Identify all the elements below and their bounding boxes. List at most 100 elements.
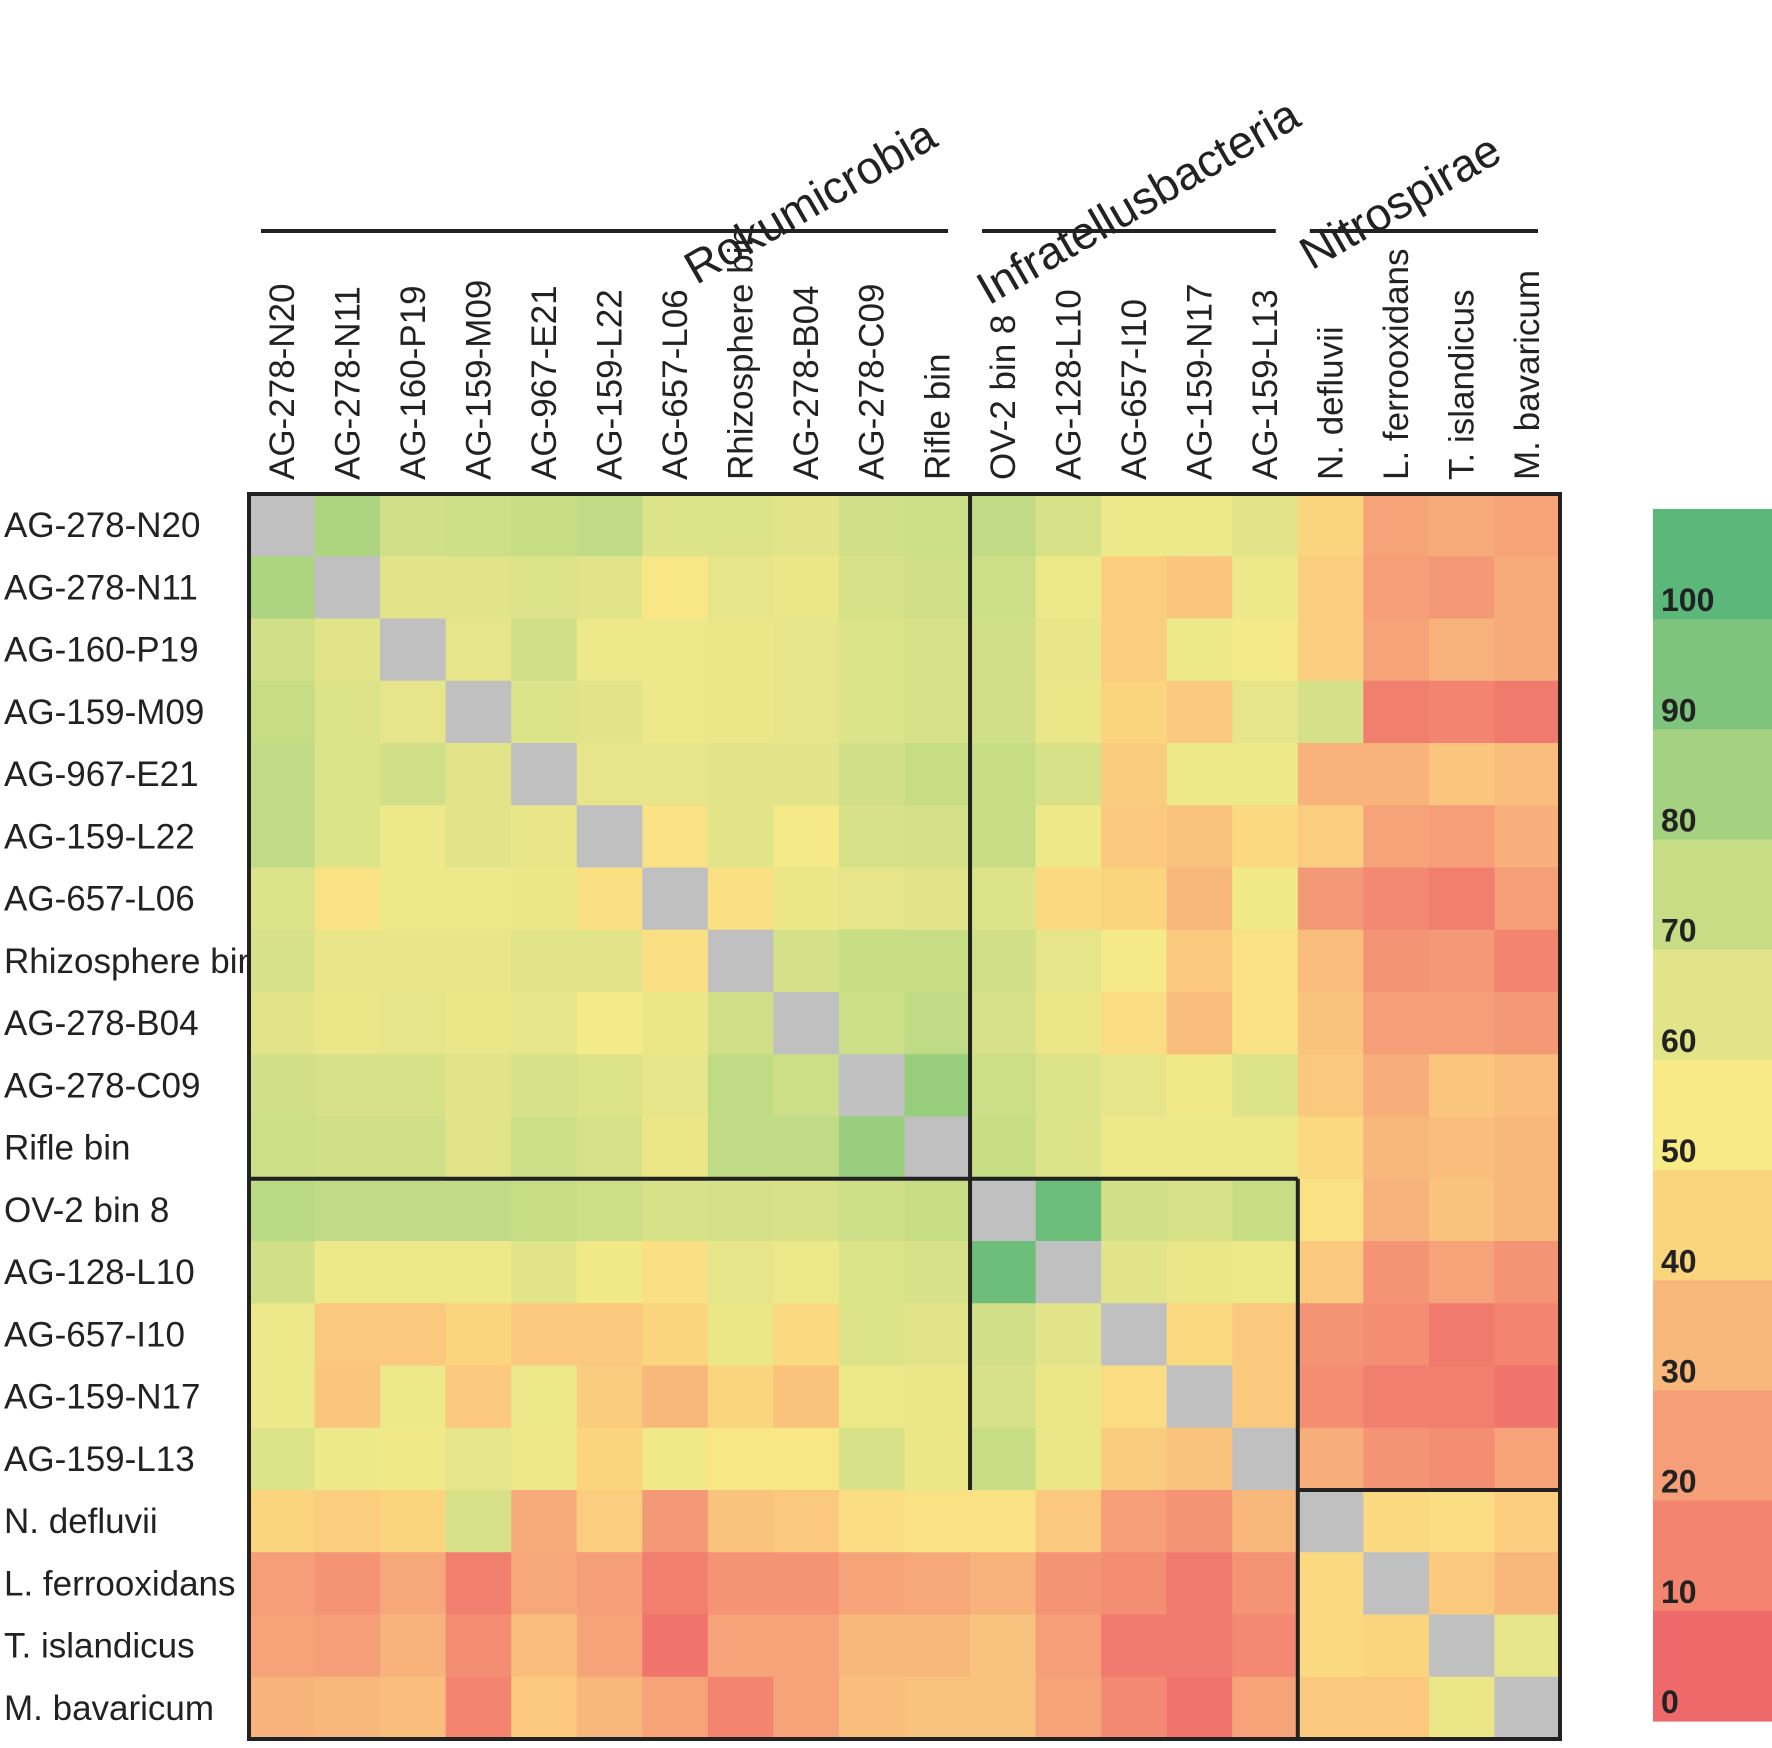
- heatmap-cell: AG-159-M09 / AG-278-N20: 70: [249, 680, 316, 744]
- heatmap-cell: Rifle bin / AG-278-N20: 68: [249, 1116, 316, 1180]
- heatmap-cell: Rifle bin / OV-2 bin 8: 70: [970, 1116, 1037, 1180]
- heatmap-cell: AG-278-N20 / AG-657-I10: 55: [1101, 494, 1168, 557]
- heatmap-cell: Rifle bin / AG-159-L22: 64: [576, 1116, 643, 1180]
- heatmap-cell: AG-278-B04 / AG-278-C09: 68: [838, 992, 906, 1055]
- column-labels: AG-278-N20 AG-278-N11 AG-160-P19 AG-159-M09…: [263, 227, 1547, 480]
- heatmap-cell: AG-159-N17 / AG-128-L10: 56: [1035, 1365, 1102, 1429]
- heatmap-cell: L. ferrooxidans / AG-159-N17: 6: [1166, 1552, 1233, 1616]
- heatmap-cell: AG-657-I10 / Rifle bin: 60: [904, 1303, 971, 1367]
- heatmap-cell: AG-159-L13 / T. islandicus: 14: [1428, 1427, 1496, 1491]
- diagonal-cell: AG-967-E21 / AG-967-E21: [511, 743, 578, 806]
- heatmap-cell: M. bavaricum / AG-159-M09: 10: [445, 1676, 512, 1740]
- heatmap-cell: AG-159-N17 / OV-2 bin 8: 64: [970, 1365, 1037, 1429]
- heatmap-cell: OV-2 bin 8 / AG-159-L22: 68: [576, 1178, 643, 1242]
- heatmap-cell: AG-159-L22 / AG-657-I10: 36: [1101, 805, 1168, 869]
- heatmap-cell: AG-159-M09 / L. ferrooxidans: 8: [1363, 680, 1430, 744]
- heatmap-cell: AG-657-L06 / AG-159-N17: 30: [1166, 867, 1233, 931]
- heatmap-cell: T. islandicus / AG-657-I10: 6: [1101, 1614, 1168, 1678]
- heatmap-cell: AG-967-E21 / N. defluvii: 28: [1297, 743, 1364, 806]
- heatmap-cell: T. islandicus / AG-159-L13: 12: [1232, 1614, 1299, 1678]
- heatmap-cell: Rifle bin / AG-967-E21: 68: [511, 1116, 578, 1180]
- heatmap-cell: AG-278-N20 / AG-967-E21: 70: [511, 494, 578, 557]
- heatmap-cell: OV-2 bin 8 / AG-657-L06: 64: [642, 1178, 709, 1242]
- colorbar-band: [1653, 1059, 1772, 1171]
- heatmap-cell: AG-159-M09 / M. bavaricum: 6: [1494, 680, 1561, 744]
- heatmap-cell: OV-2 bin 8 / Rifle bin: 70: [904, 1178, 971, 1242]
- heatmap-cell: AG-159-M09 / AG-278-C09: 62: [838, 680, 906, 744]
- heatmap-cell: AG-278-B04 / AG-160-P19: 58: [380, 992, 447, 1055]
- heatmap-cell: AG-159-L13 / OV-2 bin 8: 70: [970, 1427, 1037, 1491]
- colorbar-tick-label: 10: [1661, 1574, 1697, 1610]
- heatmap-cell: AG-160-P19 / M. bavaricum: 25: [1494, 618, 1561, 682]
- heatmap-cell: AG-159-L13 / AG-967-E21: 54: [511, 1427, 578, 1491]
- heatmap-cell: L. ferrooxidans / AG-278-B04: 16: [773, 1552, 840, 1616]
- heatmap-cell: AG-128-L10 / AG-278-C09: 62: [838, 1241, 906, 1304]
- heatmap-cell: Rhizosphere bin / AG-657-L06: 45: [642, 929, 709, 993]
- heatmap-cell: L. ferrooxidans / AG-278-N20: 20: [249, 1552, 316, 1616]
- heatmap-cell: Rifle bin / T. islandicus: 32: [1428, 1116, 1496, 1180]
- heatmap-cell: AG-160-P19 / AG-278-N20: 66: [249, 618, 316, 682]
- heatmap-cell: AG-128-L10 / Rhizosphere bin: 58: [707, 1241, 774, 1304]
- diagonal-cell: AG-159-M09 / AG-159-M09: [445, 680, 512, 744]
- heatmap-cell: AG-967-E21 / AG-278-N20: 72: [249, 743, 316, 806]
- heatmap-cell: AG-967-E21 / T. islandicus: 35: [1428, 743, 1496, 806]
- heatmap-cell: AG-159-L13 / AG-159-M09: 58: [445, 1427, 512, 1491]
- column-label: AG-128-L10: [1049, 289, 1088, 480]
- heatmap-cell: AG-159-M09 / AG-657-L06: 55: [642, 680, 709, 744]
- heatmap-cell: AG-159-M09 / AG-128-L10: 56: [1035, 680, 1102, 744]
- heatmap-cell: AG-278-N11 / AG-159-M09: 60: [445, 556, 512, 620]
- heatmap-cell: M. bavaricum / AG-128-L10: 22: [1035, 1676, 1102, 1740]
- heatmap-cell: M. bavaricum / AG-278-N11: 30: [314, 1676, 381, 1740]
- heatmap-cell: T. islandicus / AG-278-N11: 20: [314, 1614, 381, 1678]
- heatmap-cell: AG-160-P19 / N. defluvii: 38: [1297, 618, 1364, 682]
- heatmap-cell: AG-278-N20 / Rifle bin: 68: [904, 494, 971, 557]
- colorbar-tick-label: 50: [1661, 1133, 1697, 1169]
- heatmap-cell: OV-2 bin 8 / L. ferrooxidans: 28: [1363, 1178, 1430, 1242]
- heatmap-cell: Rhizosphere bin / AG-160-P19: 57: [380, 929, 447, 993]
- heatmap-cell: AG-278-B04 / Rifle bin: 72: [904, 992, 971, 1055]
- column-label: AG-278-C09: [853, 284, 892, 480]
- heatmap-cell: AG-278-N20 / Rhizosphere bin: 62: [707, 494, 774, 557]
- heatmap-cell: AG-278-N20 / AG-278-C09: 66: [838, 494, 906, 557]
- heatmap-cell: AG-159-N17 / M. bavaricum: 4: [1494, 1365, 1561, 1429]
- heatmap-cell: N. defluvii / AG-657-L06: 18: [642, 1490, 709, 1553]
- heatmap-cell: AG-278-B04 / AG-657-I10: 44: [1101, 992, 1168, 1055]
- heatmap-cell: AG-278-N11 / OV-2 bin 8: 68: [970, 556, 1037, 620]
- heatmap-cell: Rhizosphere bin / AG-278-C09: 70: [838, 929, 906, 993]
- heatmap-cell: M. bavaricum / AG-278-C09: 32: [838, 1676, 906, 1740]
- row-label: AG-159-L13: [4, 1440, 195, 1479]
- heatmap-cell: AG-159-L22 / AG-278-B04: 52: [773, 805, 840, 869]
- diagonal-cell: AG-159-N17 / AG-159-N17: [1166, 1365, 1233, 1429]
- heatmap-cell: AG-159-L22 / N. defluvii: 38: [1297, 805, 1364, 869]
- heatmap-cell: AG-128-L10 / M. bavaricum: 16: [1494, 1241, 1561, 1304]
- row-label: AG-967-E21: [4, 755, 199, 794]
- heatmap-cell: L. ferrooxidans / T. islandicus: 36: [1428, 1552, 1496, 1616]
- colorbar-band: [1653, 949, 1772, 1061]
- heatmap-cell: OV-2 bin 8 / AG-657-I10: 66: [1101, 1178, 1168, 1242]
- heatmap-cell: AG-159-L13 / L. ferrooxidans: 16: [1363, 1427, 1430, 1491]
- heatmap-cell: Rhizosphere bin / AG-159-M09: 57: [445, 929, 512, 993]
- heatmap-cell: AG-278-B04 / AG-159-M09: 56: [445, 992, 512, 1055]
- heatmap-cell: N. defluvii / M. bavaricum: 38: [1494, 1490, 1561, 1553]
- heatmap-cell: AG-278-C09 / N. defluvii: 36: [1297, 1054, 1364, 1118]
- heatmap-cell: AG-159-N17 / N. defluvii: 14: [1297, 1365, 1364, 1429]
- group-label: Infratellusbacteria: [968, 88, 1309, 315]
- heatmap-cell: L. ferrooxidans / Rifle bin: 24: [904, 1552, 971, 1616]
- heatmap-cell: AG-657-I10 / AG-128-L10: 60: [1035, 1303, 1102, 1367]
- heatmap-cell: AG-657-I10 / AG-159-L22: 36: [576, 1303, 643, 1367]
- heatmap-cell: M. bavaricum / Rifle bin: 34: [904, 1676, 971, 1740]
- heatmap-cell: Rhizosphere bin / AG-278-B04: 65: [773, 929, 840, 993]
- heatmap-cell: AG-657-I10 / AG-967-E21: 36: [511, 1303, 578, 1367]
- heatmap-cell: AG-159-M09 / AG-278-B04: 58: [773, 680, 840, 744]
- heatmap-cell: AG-657-I10 / Rhizosphere bin: 56: [707, 1303, 774, 1367]
- diagonal-cell: AG-278-N11 / AG-278-N11: [314, 556, 381, 620]
- row-label: N. defluvii: [4, 1502, 158, 1541]
- heatmap-cell: AG-657-L06 / Rifle bin: 60: [904, 867, 971, 931]
- heatmap-cell: Rhizosphere bin / AG-278-N11: 57: [314, 929, 381, 993]
- heatmap-cell: AG-967-E21 / OV-2 bin 8: 70: [970, 743, 1037, 806]
- heatmap-cell: OV-2 bin 8 / Rhizosphere bin: 65: [707, 1178, 774, 1242]
- column-label: OV-2 bin 8: [984, 315, 1023, 480]
- heatmap-cell: AG-278-C09 / M. bavaricum: 32: [1494, 1054, 1561, 1118]
